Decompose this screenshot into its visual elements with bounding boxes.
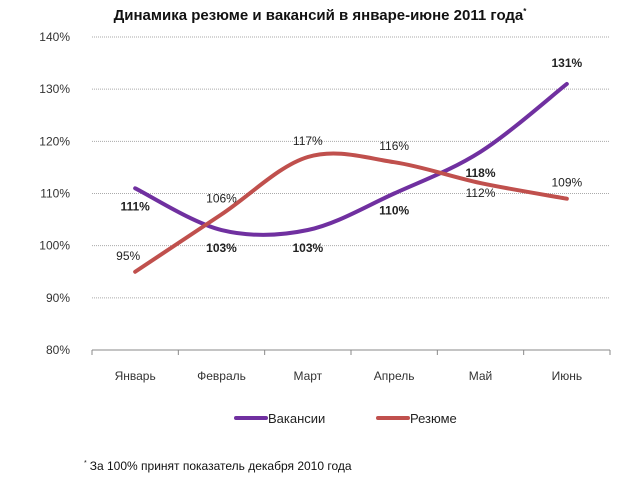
legend-label: Резюме (410, 411, 457, 426)
data-label: 111% (120, 199, 150, 213)
data-label: 103% (292, 241, 323, 255)
y-tick-label: 80% (46, 343, 70, 357)
x-tick-label: Январь (115, 369, 156, 383)
data-label: 117% (293, 134, 323, 148)
x-tick-label: Февраль (197, 369, 246, 383)
y-tick-label: 90% (46, 291, 70, 305)
y-tick-label: 100% (39, 239, 70, 253)
x-tick-label: Май (469, 369, 493, 383)
y-tick-label: 130% (39, 82, 70, 96)
data-label: 116% (379, 139, 409, 153)
x-tick-label: Июнь (552, 369, 583, 383)
x-tick-label: Апрель (374, 369, 415, 383)
y-tick-label: 120% (39, 134, 70, 148)
data-label: 118% (465, 166, 495, 180)
x-tick-label: Март (293, 369, 322, 383)
legend-label: Вакансии (268, 411, 325, 426)
footnote: * За 100% принят показатель декабря 2010 … (84, 459, 352, 473)
series-line-vacancies (133, 81, 569, 237)
series-line-resume (133, 151, 569, 274)
data-label: 131% (551, 56, 582, 70)
chart-title: Динамика резюме и вакансий в январе-июне… (114, 7, 528, 24)
data-label: 103% (206, 241, 237, 255)
data-label: 106% (206, 191, 237, 205)
data-label: 109% (551, 176, 582, 190)
y-tick-label: 140% (39, 30, 70, 44)
data-label: 110% (379, 204, 409, 218)
y-tick-label: 110% (40, 187, 70, 201)
data-label: 112% (466, 186, 496, 200)
data-label: 95% (116, 249, 140, 263)
